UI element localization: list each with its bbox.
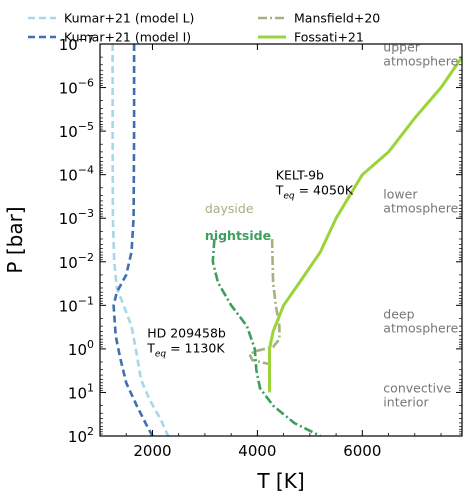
- series-line-2: [248, 238, 281, 366]
- y-tick-label-7: 100: [68, 338, 94, 359]
- x-tick-label-1: 4000: [238, 442, 276, 460]
- x-tick-label-0: 2000: [133, 442, 171, 460]
- legend-label-2: Mansfield+20: [294, 11, 380, 26]
- series-line-1: [112, 44, 154, 436]
- x-axis-label: T [K]: [256, 469, 304, 493]
- y-tick-label-4: 10−3: [59, 207, 94, 228]
- y-tick-label-3: 10−4: [59, 164, 94, 185]
- y-tick-label-5: 10−2: [59, 251, 94, 272]
- series-labels: dayside nightside: [205, 201, 271, 243]
- legend-label-3: Fossati+21: [294, 30, 364, 45]
- y-tick-label-6: 10−1: [59, 294, 94, 315]
- region-labels: upper atmosphere lower atmosphere deep atmosp…: [383, 40, 458, 410]
- legend-label-0: Kumar+21 (model L): [64, 11, 194, 26]
- hd209458b-name: HD 209458b: [147, 326, 226, 341]
- legend-label-1: Kumar+21 (model I): [64, 30, 191, 45]
- y-axis-label: P [bar]: [3, 206, 27, 273]
- region-label-0: upper atmosphere: [383, 40, 458, 69]
- region-label-2: deep atmosphere: [383, 306, 458, 335]
- region-label-1: lower atmosphere: [383, 186, 458, 215]
- legend: Kumar+21 (model L) Kumar+21 (model I) Mans…: [28, 11, 380, 45]
- kelt9b-teq: Teq = 4050K: [275, 183, 354, 202]
- kelt9b-name: KELT-9b: [276, 168, 324, 183]
- region-label-3: convective interior: [383, 380, 451, 409]
- x-axis: 2000 4000 6000: [125, 44, 442, 460]
- plot-frame: [99, 43, 463, 437]
- nightside-label: nightside: [205, 228, 271, 243]
- data-curves: [111, 44, 462, 436]
- y-tick-label-1: 10−6: [59, 77, 94, 98]
- y-tick-label-9: 102: [68, 425, 94, 446]
- dayside-label: dayside: [205, 201, 254, 216]
- series-line-3: [211, 238, 321, 436]
- y-tick-label-8: 101: [68, 381, 94, 402]
- hd209458b-teq: Teq = 1130K: [146, 341, 225, 360]
- y-tick-label-0: 10−7: [59, 33, 94, 54]
- series-line-0: [111, 44, 170, 436]
- series-line-4: [268, 56, 462, 393]
- y-axis: 10−7 10−6 10−5 10−4 10−3 10−2 10−1 100 101 102: [59, 33, 462, 446]
- y-tick-label-2: 10−5: [59, 120, 94, 141]
- x-tick-label-2: 6000: [343, 442, 381, 460]
